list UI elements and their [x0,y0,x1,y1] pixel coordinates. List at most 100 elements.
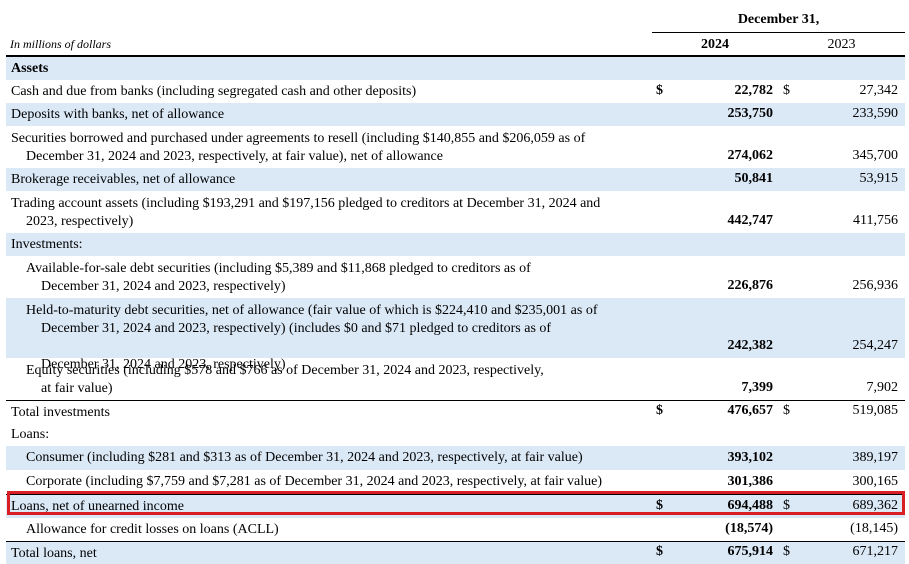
row-label: Held-to-maturity debt securities, net of… [26,302,646,374]
row-label: Total investments [11,404,651,422]
row-label: Assets [11,60,651,78]
dollar-sign: $ [783,498,790,513]
table-row: Trading account assets (including $193,2… [6,191,905,233]
row-label-line: Total loans, net [11,546,97,561]
row-label-line: Allowance for credit losses on loans (AC… [26,522,279,537]
value-2024: 694,488 [727,498,774,513]
table-row: Loans: [6,423,905,446]
row-label-line: December 31, 2024 and 2023, respectively… [41,321,552,336]
value-2024: 274,062 [727,148,774,163]
balance-sheet-table: Assets Cash and due from banks (including… [6,57,905,564]
row-label-line: Securities borrowed and purchased under … [11,131,586,146]
table-row: Held-to-maturity debt securities, net of… [6,298,905,372]
row-label-line: Cash and due from banks (including segre… [11,84,417,99]
value-2024: 22,782 [734,83,774,98]
dollar-sign: $ [783,544,790,559]
row-label: Allowance for credit losses on loans (AC… [26,521,646,539]
value-2024: 301,386 [727,474,774,489]
value-2023: 689,362 [852,498,899,513]
row-label-line: Loans, net of unearned income [11,499,184,514]
dollar-sign: $ [783,83,790,98]
value-2023: 300,165 [852,474,899,489]
dollar-sign: $ [656,403,663,418]
table-row: Cash and due from banks (including segre… [6,80,905,103]
row-label: Deposits with banks, net of allowance [11,106,651,124]
table-row: Equity securities (including $578 and $7… [6,358,905,400]
value-2023: 345,700 [852,148,899,163]
table-row: Investments: [6,233,905,256]
value-2024: 226,876 [727,278,774,293]
table-row: Total investments $476,657 $519,085 [6,400,905,423]
row-label: Corporate (including $7,759 and $7,281 a… [26,473,646,491]
dollar-sign: $ [656,498,663,513]
row-label-line: December 31, 2024 and 2023, respectively… [26,149,443,164]
value-2024: 253,750 [727,106,774,121]
units-caption: In millions of dollars [10,37,112,51]
value-2023: 671,217 [852,544,899,559]
row-label: Equity securities (including $578 and $7… [26,362,646,398]
row-label-line: Investments: [11,237,83,252]
row-label: Loans: [11,426,651,444]
value-2023: (18,145) [850,521,898,536]
value-2023: 27,342 [859,83,899,98]
value-2024: 393,102 [727,450,774,465]
table-row: Consumer (including $281 and $313 as of … [6,446,905,470]
value-2023: 254,247 [852,338,899,353]
row-label-line: Corporate (including $7,759 and $7,281 a… [26,474,603,489]
table-row: Corporate (including $7,759 and $7,281 a… [6,470,905,494]
table-row: Assets [6,57,905,80]
table-row: Total loans, net $675,914 $671,217 [6,541,905,564]
value-2024: 442,747 [727,213,774,228]
value-2024: 50,841 [734,171,774,186]
year-2024-heading: 2024 [701,37,729,52]
row-label-line: Brokerage receivables, net of allowance [11,172,236,187]
period-underline [652,32,905,33]
row-label-line: Deposits with banks, net of allowance [11,107,225,122]
row-label-line: Held-to-maturity debt securities, net of… [26,303,598,318]
header-rule [6,55,905,57]
value-2024: 675,914 [727,544,774,559]
value-2023: 256,936 [852,278,899,293]
row-label-line: December 31, 2024 and 2023, respectively… [41,357,286,372]
row-label-line: Trading account assets (including $193,2… [11,196,601,211]
row-label: Securities borrowed and purchased under … [11,130,651,166]
row-label-line: Consumer (including $281 and $313 as of … [26,450,583,465]
row-label: Total loans, net [11,545,651,563]
table-row: Brokerage receivables, net of allowance 5… [6,168,905,191]
value-2024: 7,399 [741,380,774,395]
value-2023: 519,085 [852,403,899,418]
row-label: Cash and due from banks (including segre… [11,83,651,101]
table-header: December 31, In millions of dollars 2024… [0,0,909,57]
row-label: Investments: [11,236,651,254]
value-2024: 242,382 [727,338,774,353]
row-label-line: Loans: [11,427,50,442]
row-label: Available-for-sale debt securities (incl… [26,260,646,296]
row-label-line: at fair value) [41,381,113,396]
row-label-line: December 31, 2024 and 2023, respectively… [41,279,286,294]
value-2023: 53,915 [859,171,899,186]
row-label-line: 2023, respectively) [26,214,134,229]
row-label-line: Assets [11,61,49,76]
row-label: Trading account assets (including $193,2… [11,195,651,231]
table-row: Allowance for credit losses on loans (AC… [6,518,905,541]
row-label-line: Total investments [11,405,110,420]
value-2024: (18,574) [725,521,773,536]
value-2023: 233,590 [852,106,899,121]
table-row: Available-for-sale debt securities (incl… [6,256,905,298]
value-2023: 411,756 [853,213,898,228]
value-2023: 389,197 [852,450,899,465]
period-heading: December 31, [737,12,820,27]
table-row: Deposits with banks, net of allowance 253… [6,103,905,126]
year-2023-heading: 2023 [827,37,856,52]
value-2023: 7,902 [866,380,899,395]
row-label-line: Equity securities (including $578 and $7… [26,363,544,378]
dollar-sign: $ [656,544,663,559]
row-label: Brokerage receivables, net of allowance [11,171,651,189]
dollar-sign: $ [656,83,663,98]
dollar-sign: $ [783,403,790,418]
row-label-line: Available-for-sale debt securities (incl… [26,261,531,276]
row-label: Loans, net of unearned income [11,498,651,516]
value-2024: 476,657 [727,403,774,418]
row-label: Consumer (including $281 and $313 as of … [26,449,646,467]
table-row: Loans, net of unearned income $694,488 $68… [6,494,905,518]
